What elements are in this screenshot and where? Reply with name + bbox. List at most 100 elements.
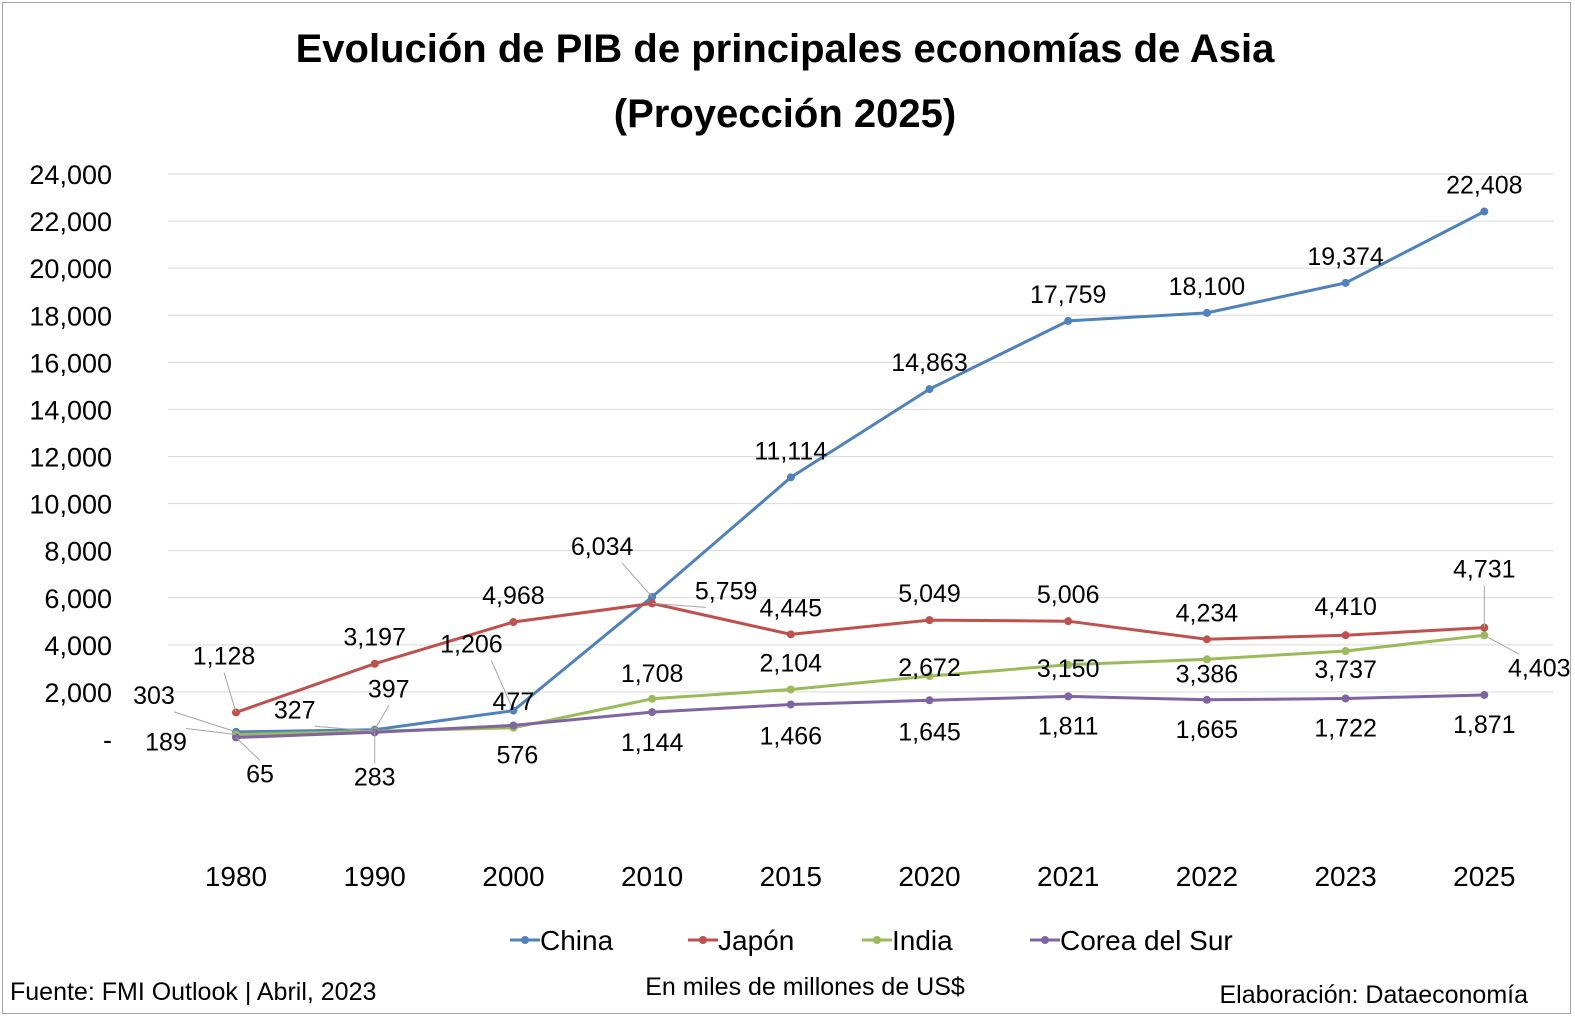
chart-title-line-2: (Proyección 2025) bbox=[614, 92, 956, 136]
data-label: 576 bbox=[497, 741, 539, 769]
data-label: 1,206 bbox=[440, 631, 503, 659]
legend-label: India bbox=[892, 925, 953, 956]
legend: China Japón India Corea del Sur bbox=[510, 925, 1233, 956]
data-point bbox=[1480, 207, 1489, 216]
chart-title-line-1: Evolución de PIB de principales economía… bbox=[296, 27, 1276, 71]
data-label: 2,104 bbox=[760, 649, 823, 677]
series-line-china bbox=[235, 210, 1485, 734]
legend-marker bbox=[521, 936, 529, 944]
data-label: 22,408 bbox=[1446, 171, 1522, 199]
x-tick-label: 2015 bbox=[760, 861, 822, 892]
data-label: 1,722 bbox=[1314, 714, 1377, 742]
y-tick-label: 24,000 bbox=[29, 160, 112, 190]
label-leader-line bbox=[652, 602, 707, 608]
data-point bbox=[1064, 660, 1073, 669]
series-lines bbox=[232, 207, 1489, 742]
y-tick-label: 6,000 bbox=[44, 584, 112, 614]
data-label: 303 bbox=[133, 682, 175, 710]
data-point bbox=[648, 708, 657, 717]
credit-note: Elaboración: Dataeconomía bbox=[1219, 981, 1528, 1009]
data-point bbox=[786, 685, 795, 694]
data-label: 4,968 bbox=[482, 582, 545, 610]
legend-label: Corea del Sur bbox=[1060, 925, 1233, 956]
label-leader-line bbox=[374, 705, 390, 730]
label-leader-line bbox=[490, 660, 514, 711]
label-leader-line bbox=[1484, 634, 1520, 655]
data-label: 397 bbox=[368, 676, 410, 704]
data-label: 4,234 bbox=[1176, 599, 1239, 627]
data-label: 189 bbox=[145, 729, 187, 757]
label-leader-line bbox=[185, 728, 237, 736]
y-axis-ticks: - 2,000 4,000 6,000 8,000 10,000 12,000 14,000 1… bbox=[29, 160, 112, 755]
data-point bbox=[1064, 617, 1073, 626]
data-point bbox=[1341, 694, 1350, 703]
data-label: 17,759 bbox=[1030, 281, 1106, 309]
data-point bbox=[1341, 647, 1350, 656]
legend-item-corea-del-sur: Corea del Sur bbox=[1030, 925, 1233, 956]
legend-marker bbox=[1041, 936, 1049, 944]
data-label: 6,034 bbox=[571, 533, 634, 561]
source-note: Fuente: FMI Outlook | Abril, 2023 bbox=[10, 978, 376, 1006]
data-point bbox=[1202, 655, 1211, 664]
data-label: 4,410 bbox=[1314, 593, 1377, 621]
data-point bbox=[1202, 695, 1211, 704]
data-point bbox=[1341, 631, 1350, 640]
legend-item-china: China bbox=[510, 925, 614, 956]
series-line-japon bbox=[235, 601, 1485, 714]
label-leader-line bbox=[621, 562, 653, 598]
legend-item-india: India bbox=[862, 925, 953, 956]
series-line-corea-del-sur bbox=[235, 693, 1485, 739]
y-tick-label: 14,000 bbox=[29, 395, 112, 425]
data-label: 4,403 bbox=[1508, 654, 1571, 682]
y-tick-label: 2,000 bbox=[44, 678, 112, 708]
data-label: 3,150 bbox=[1037, 655, 1100, 683]
data-point bbox=[925, 616, 934, 625]
label-leader-line bbox=[235, 737, 261, 761]
data-point bbox=[786, 700, 795, 709]
data-label: 19,374 bbox=[1307, 243, 1384, 271]
data-label: 1,708 bbox=[621, 660, 684, 688]
legend-marker bbox=[699, 936, 707, 944]
data-point bbox=[925, 385, 934, 394]
y-tick-label: 10,000 bbox=[29, 490, 112, 520]
data-point bbox=[509, 618, 518, 627]
data-point bbox=[370, 659, 379, 668]
data-label: 1,144 bbox=[621, 729, 684, 757]
data-label: 18,100 bbox=[1169, 273, 1245, 301]
data-label: 2,672 bbox=[898, 654, 961, 682]
x-tick-label: 2000 bbox=[482, 861, 544, 892]
x-tick-label: 1990 bbox=[344, 861, 406, 892]
data-label: 5,049 bbox=[898, 580, 961, 608]
x-tick-label: 2020 bbox=[898, 861, 960, 892]
data-label: 1,466 bbox=[760, 722, 823, 750]
legend-item-japon: Japón bbox=[688, 925, 794, 956]
data-label: 1,645 bbox=[898, 718, 961, 746]
data-label: 65 bbox=[246, 760, 274, 788]
label-leader-line bbox=[314, 725, 375, 732]
data-point bbox=[509, 721, 518, 730]
data-point bbox=[925, 696, 934, 705]
gridlines bbox=[168, 173, 1553, 693]
data-point bbox=[925, 672, 934, 681]
x-axis-ticks: 1980 1990 2000 2010 2015 2020 2021 2022 2023 2025 bbox=[205, 861, 1516, 892]
x-tick-label: 2021 bbox=[1037, 861, 1099, 892]
y-tick-label: 4,000 bbox=[44, 631, 112, 661]
label-leader-line bbox=[223, 672, 237, 713]
units-note: En miles de millones de US$ bbox=[645, 973, 965, 1001]
data-label: 5,759 bbox=[695, 577, 758, 605]
data-label: 4,731 bbox=[1453, 556, 1516, 584]
legend-label: Japón bbox=[718, 925, 794, 956]
data-label: 3,197 bbox=[343, 624, 406, 652]
data-label: 4,445 bbox=[760, 594, 823, 622]
y-tick-label: 18,000 bbox=[29, 301, 112, 331]
y-tick-label: 12,000 bbox=[29, 443, 112, 473]
y-tick-label: 20,000 bbox=[29, 254, 112, 284]
series-china bbox=[232, 207, 1489, 736]
x-tick-label: 1980 bbox=[205, 861, 267, 892]
data-label: 3,386 bbox=[1176, 660, 1239, 688]
data-label: 14,863 bbox=[891, 349, 967, 377]
y-tick-label: 8,000 bbox=[44, 537, 112, 567]
data-label: 283 bbox=[354, 763, 396, 791]
